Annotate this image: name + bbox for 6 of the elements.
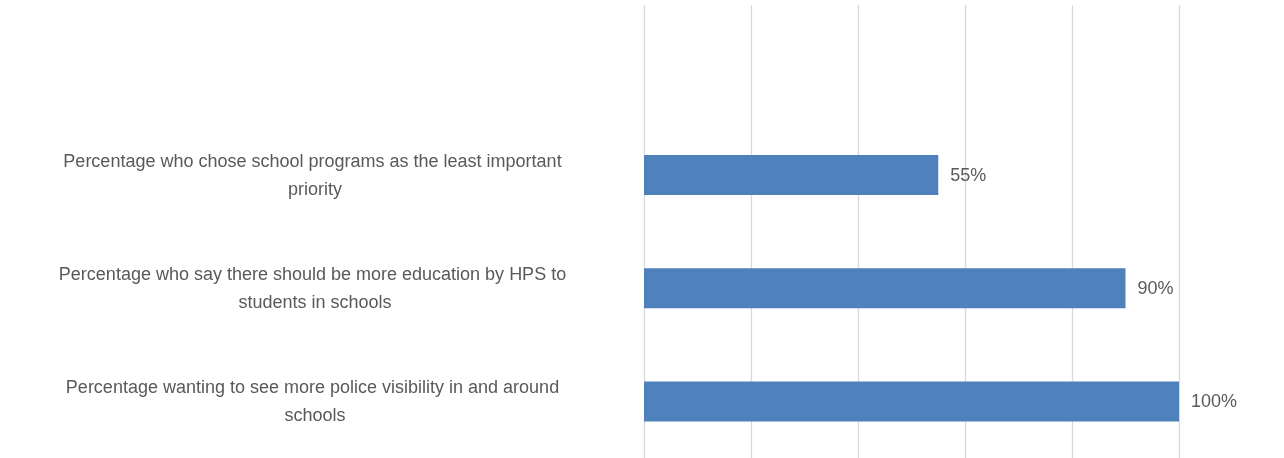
data-label: 55% bbox=[950, 164, 987, 185]
data-label: 100% bbox=[1191, 391, 1238, 412]
y-tick-label: Percentage wanting to see more police visibility in and around schools bbox=[65, 377, 565, 426]
y-tick-label: Percentage who chose school programs as the least important priority bbox=[63, 150, 567, 199]
data-label: 90% bbox=[1137, 278, 1174, 299]
y-tick-label: Percentage who say there should be more education by HPS to students in schools bbox=[58, 264, 572, 313]
